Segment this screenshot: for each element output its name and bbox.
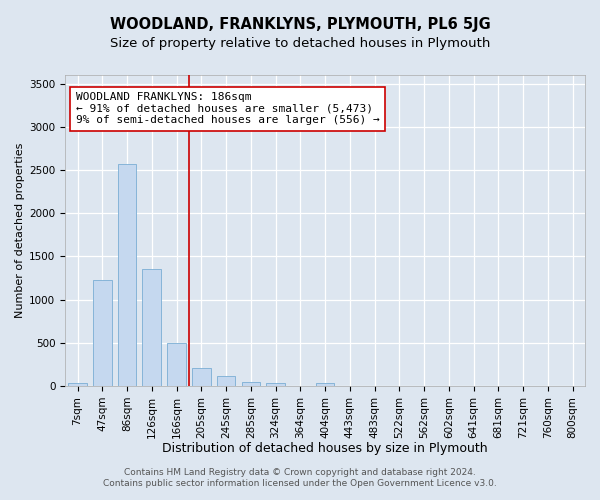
Text: Contains HM Land Registry data © Crown copyright and database right 2024.
Contai: Contains HM Land Registry data © Crown c… xyxy=(103,468,497,487)
Bar xyxy=(192,368,211,386)
Text: WOODLAND FRANKLYNS: 186sqm
← 91% of detached houses are smaller (5,473)
9% of se: WOODLAND FRANKLYNS: 186sqm ← 91% of deta… xyxy=(76,92,379,126)
X-axis label: Distribution of detached houses by size in Plymouth: Distribution of detached houses by size … xyxy=(162,442,488,455)
Text: WOODLAND, FRANKLYNS, PLYMOUTH, PL6 5JG: WOODLAND, FRANKLYNS, PLYMOUTH, PL6 5JG xyxy=(110,18,490,32)
Bar xyxy=(118,164,136,386)
Bar xyxy=(217,376,235,386)
Bar xyxy=(316,384,334,386)
Bar xyxy=(142,270,161,386)
Bar xyxy=(242,382,260,386)
Bar xyxy=(68,382,87,386)
Text: Size of property relative to detached houses in Plymouth: Size of property relative to detached ho… xyxy=(110,38,490,51)
Bar xyxy=(93,280,112,386)
Y-axis label: Number of detached properties: Number of detached properties xyxy=(15,143,25,318)
Bar xyxy=(167,343,186,386)
Bar xyxy=(266,382,285,386)
